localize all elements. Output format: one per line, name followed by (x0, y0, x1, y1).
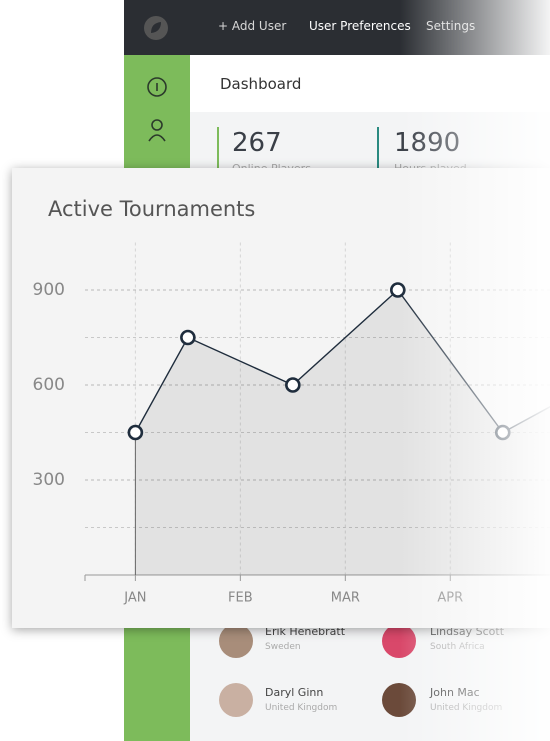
point (285, 377, 301, 393)
y-tick-label: 900 (33, 280, 65, 300)
area (135, 290, 550, 575)
x-tick-label: APR (437, 591, 463, 606)
chart: Active Tournaments 300 600 900 JAN FEB MAR APR (33, 197, 550, 606)
x-tick-label: MAR (331, 591, 360, 606)
chart-title: Active Tournaments (48, 197, 255, 221)
point (389, 282, 406, 298)
top-nav: + Add User User Preferences Settings (124, 0, 550, 55)
page-header: Dashboard (190, 55, 550, 112)
avatar (382, 683, 416, 717)
nav-item[interactable]: User Preferences (309, 19, 411, 33)
x-tick-label: JAN (123, 591, 146, 606)
user-country: South Africa (430, 642, 485, 652)
stat-bar (377, 127, 379, 172)
header-title: Dashboard (220, 75, 302, 93)
x-tick-label: FEB (228, 591, 253, 606)
stat-value: 1890 (394, 128, 461, 158)
sidebar-icons (147, 77, 167, 142)
user-country: Sweden (265, 642, 301, 652)
avatar (219, 624, 253, 658)
point (127, 424, 144, 441)
logo (144, 16, 168, 40)
stat-value: 267 (232, 128, 282, 158)
user-name: Erik Henebratt (265, 625, 346, 638)
user-name: Daryl Ginn (265, 686, 324, 699)
plot (84, 242, 550, 581)
chart-card: Active Tournaments 300 600 900 JAN FEB MAR APR (12, 168, 550, 628)
avatar (219, 683, 253, 717)
point (180, 329, 196, 346)
user-country: United Kingdom (265, 703, 338, 713)
nav-item[interactable]: + Add User (218, 19, 287, 33)
y-tick-label: 600 (33, 375, 65, 395)
stat-bar (217, 127, 219, 172)
point (494, 424, 511, 441)
user-country: United Kingdom (430, 703, 503, 713)
y-tick-label: 300 (33, 470, 65, 490)
nav-item[interactable]: Settings (426, 19, 476, 33)
user-name: John Mac (430, 686, 480, 699)
avatar (382, 624, 416, 658)
